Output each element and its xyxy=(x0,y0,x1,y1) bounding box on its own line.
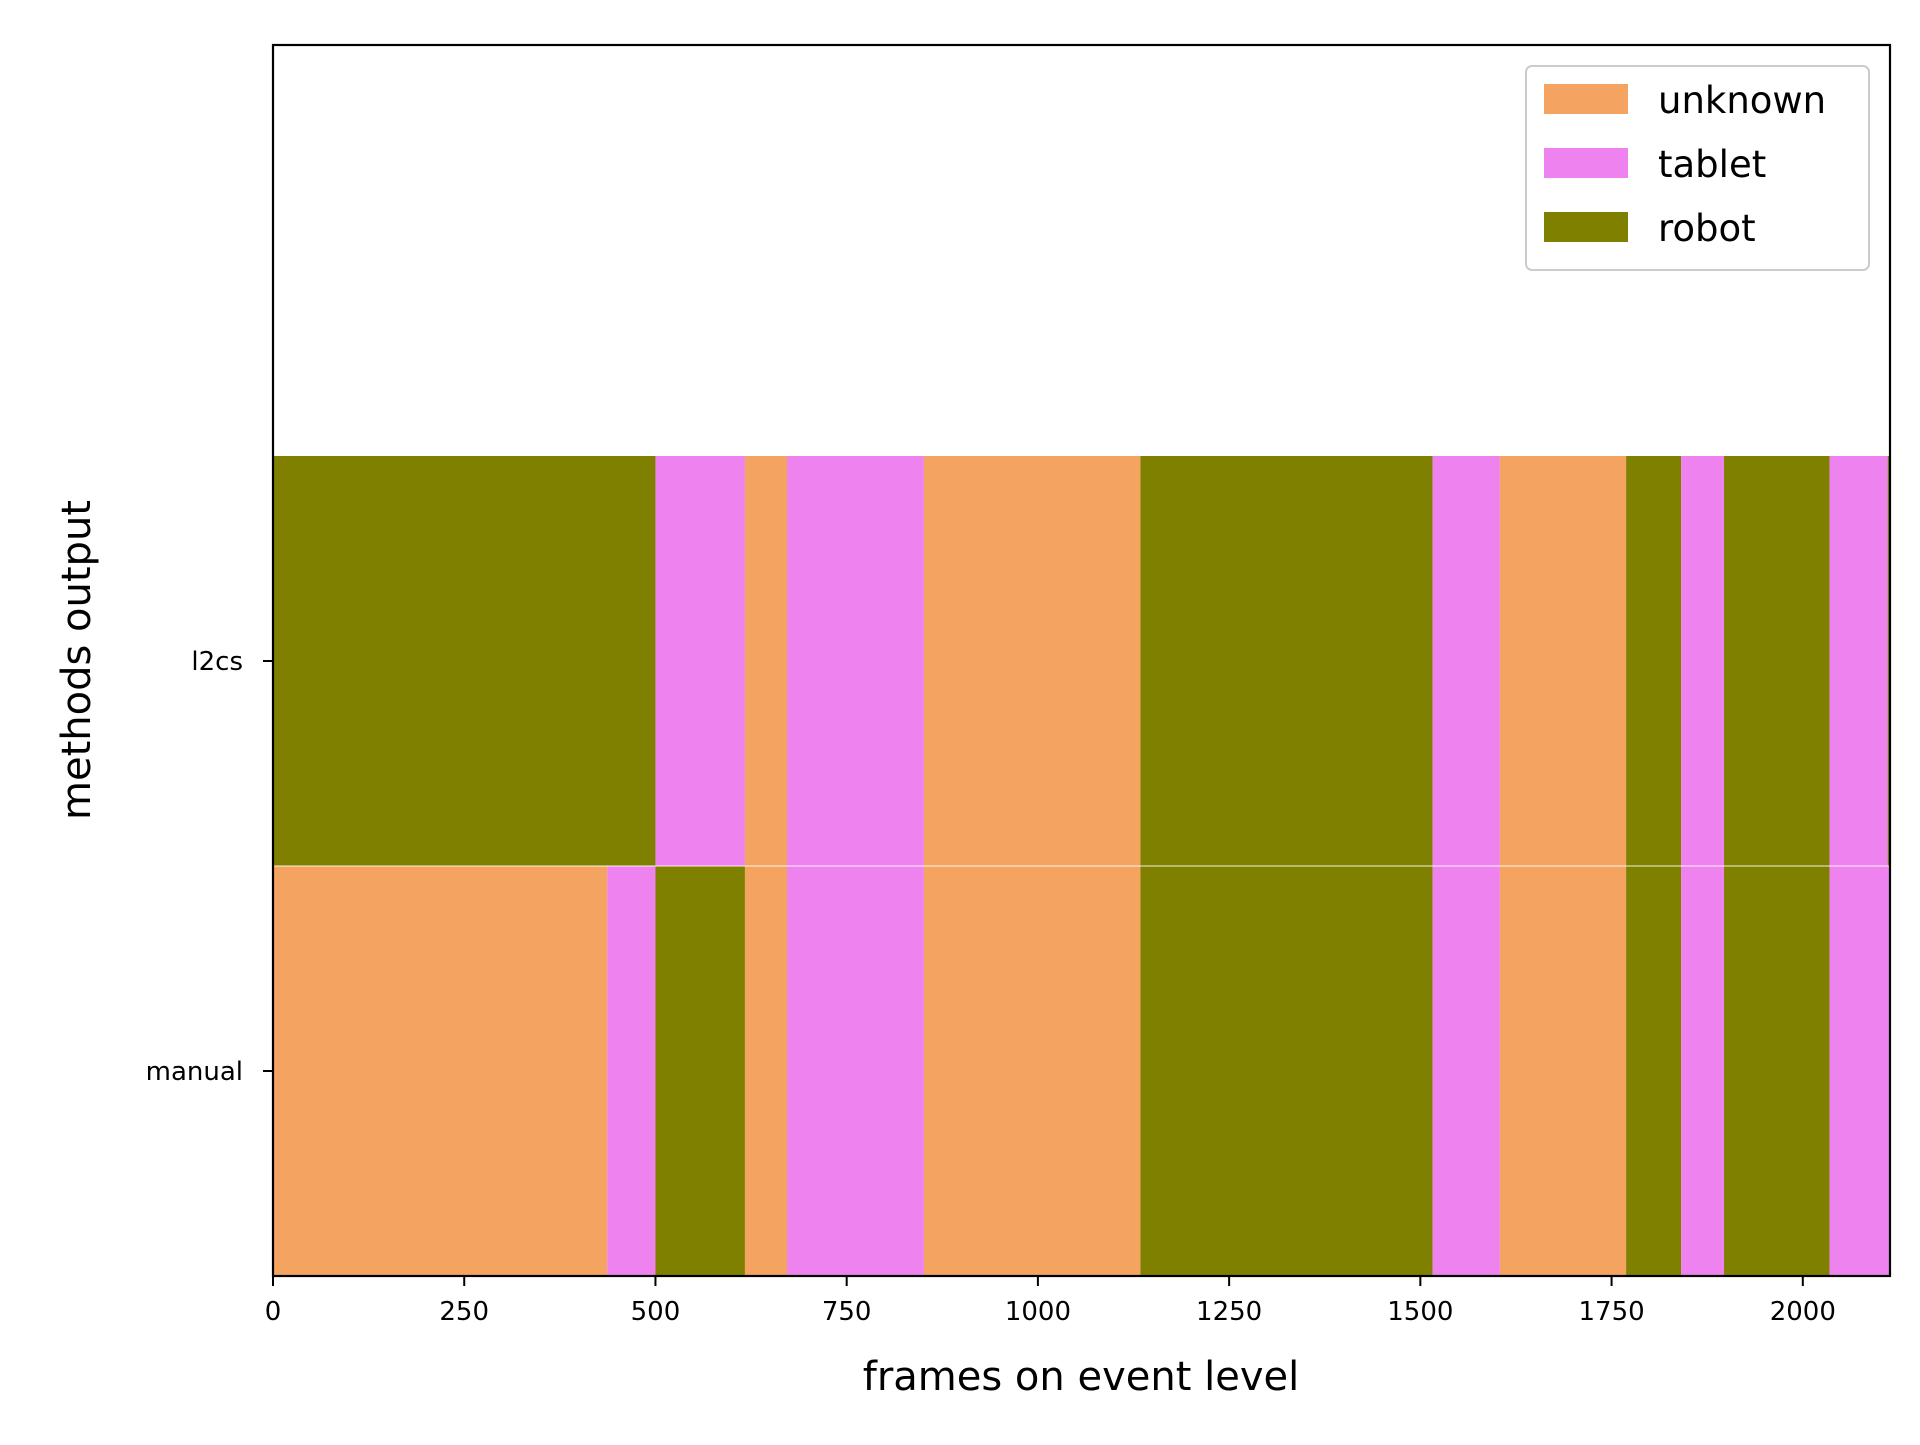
bar-segment-l2cs-unknown xyxy=(1499,456,1627,866)
bar-segment-l2cs-robot xyxy=(273,456,656,866)
bar-segment-l2cs-unknown xyxy=(744,456,788,866)
legend-label-tablet: tablet xyxy=(1658,143,1766,186)
bar-segment-manual-tablet xyxy=(1829,866,1890,1276)
x-tick-label: 750 xyxy=(822,1297,872,1327)
bar-segment-manual-unknown xyxy=(273,866,608,1276)
legend-label-unknown: unknown xyxy=(1658,79,1826,122)
bar-segment-l2cs-unknown xyxy=(923,456,1141,866)
bar-segment-l2cs-robot xyxy=(1724,456,1830,866)
y-axis-title: methods output xyxy=(54,500,100,820)
y-axis: manual l2cs xyxy=(146,647,273,1087)
legend: unknown tablet robot xyxy=(1525,65,1870,271)
bar-segment-manual-tablet xyxy=(1681,866,1725,1276)
bar-segment-l2cs-robot xyxy=(1626,456,1682,866)
bar-segment-manual-robot xyxy=(1724,866,1830,1276)
bar-segment-manual-unknown xyxy=(1499,866,1627,1276)
legend-swatch-robot xyxy=(1544,212,1628,242)
legend-label-robot: robot xyxy=(1658,207,1756,250)
x-tick-label: 0 xyxy=(265,1297,282,1327)
bar-segment-manual-unknown xyxy=(744,866,788,1276)
bar-segment-l2cs-robot xyxy=(1887,456,1890,866)
y-tick-label: manual xyxy=(146,1057,243,1087)
legend-swatch-tablet xyxy=(1544,148,1628,178)
x-tick-label: 1250 xyxy=(1196,1297,1262,1327)
bar-segment-l2cs-tablet xyxy=(1829,456,1888,866)
y-tick-label: l2cs xyxy=(191,647,243,677)
x-tick-label: 500 xyxy=(631,1297,681,1327)
x-tick-label: 1500 xyxy=(1387,1297,1453,1327)
bar-segment-manual-unknown xyxy=(923,866,1141,1276)
bar-segment-manual-tablet xyxy=(787,866,924,1276)
x-axis: 0 250 500 750 1000 1250 1500 1750 2000 xyxy=(265,1276,1836,1327)
bar-segment-l2cs-tablet xyxy=(1681,456,1725,866)
x-tick-label: 2000 xyxy=(1770,1297,1836,1327)
bar-segment-manual-tablet xyxy=(607,866,656,1276)
legend-swatch-unknown xyxy=(1544,84,1628,114)
x-tick-label: 1000 xyxy=(1005,1297,1071,1327)
bar-segment-l2cs-robot xyxy=(1140,456,1433,866)
bar-segment-manual-robot xyxy=(1626,866,1682,1276)
bar-segment-manual-robot xyxy=(655,866,745,1276)
x-tick-label: 1750 xyxy=(1578,1297,1644,1327)
bar-segment-l2cs-tablet xyxy=(1432,456,1500,866)
bar-segment-manual-robot xyxy=(1140,866,1433,1276)
bar-segment-l2cs-tablet xyxy=(787,456,924,866)
bars-layer xyxy=(273,456,1890,1276)
bar-segment-l2cs-tablet xyxy=(655,456,745,866)
x-tick-label: 250 xyxy=(439,1297,489,1327)
bar-segment-manual-tablet xyxy=(1432,866,1500,1276)
x-axis-title: frames on event level xyxy=(863,1354,1299,1400)
